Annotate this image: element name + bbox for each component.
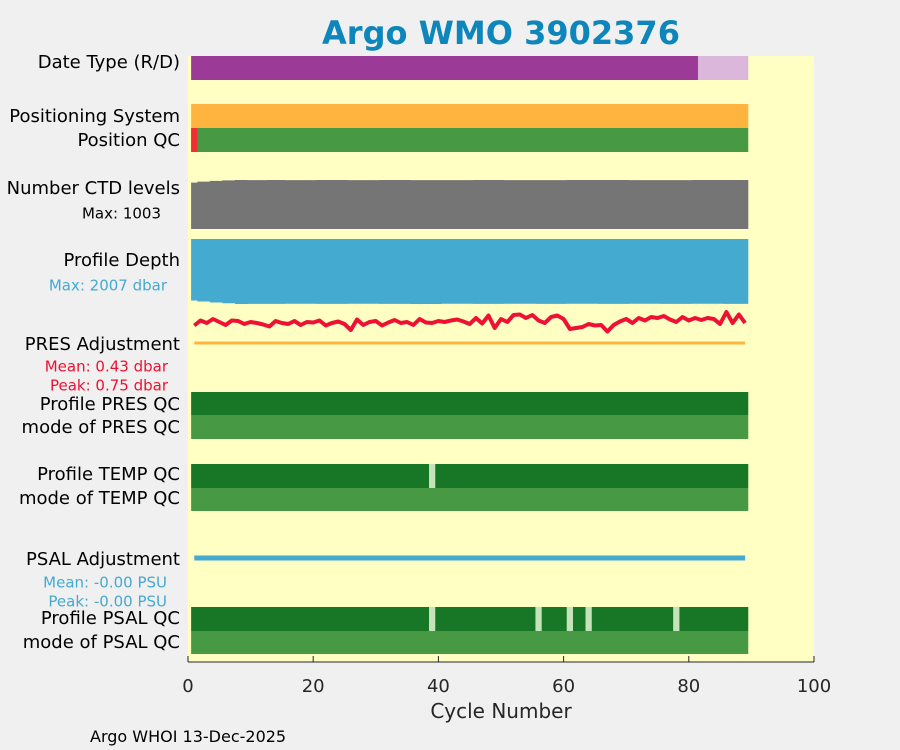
x-tick-label-80: 80 bbox=[677, 676, 700, 697]
row-label-profile-pres-qc: Profile PRES QC bbox=[40, 394, 180, 415]
x-tick-label-0: 0 bbox=[182, 676, 193, 697]
x-tick-label-60: 60 bbox=[552, 676, 575, 697]
mode-pres-qc-bar bbox=[191, 415, 749, 439]
row-label-mode-of-pres-qc: mode of PRES QC bbox=[22, 417, 180, 438]
mode-temp-qc-bar bbox=[191, 488, 749, 511]
date-type-realtime-bar bbox=[698, 56, 749, 80]
x-tick-label-40: 40 bbox=[427, 676, 450, 697]
row-label-number-ctd-levels: Number CTD levels bbox=[7, 178, 180, 199]
profile-psal-qc-bar-flag-cycle-78 bbox=[673, 607, 680, 631]
x-axis: 0 20 40 60 80 100 bbox=[182, 656, 831, 697]
position-qc-bar-flag-cycle-1 bbox=[191, 128, 198, 152]
position-qc-bar bbox=[191, 128, 749, 152]
row-label-profile-depth: Profile Depth bbox=[63, 250, 180, 271]
x-axis-label: Cycle Number bbox=[430, 699, 572, 723]
profile-psal-qc-bar bbox=[191, 607, 749, 631]
profile-psal-qc-bar-flag-cycle-56 bbox=[535, 607, 542, 631]
chart-title: Argo WMO 3902376 bbox=[322, 14, 680, 52]
bars-layer bbox=[191, 56, 749, 654]
plot-background bbox=[188, 56, 814, 662]
pres-adjustment-peak-note: Peak: 0.75 dbar bbox=[50, 377, 169, 395]
profile-psal-qc-bar-flag-cycle-61 bbox=[566, 607, 573, 631]
row-labels: Date Type (R/D) Positioning System Positio… bbox=[7, 52, 180, 653]
row-label-position-qc: Position QC bbox=[77, 130, 180, 151]
pres-adjustment-mean-note: Mean: 0.43 dbar bbox=[45, 358, 169, 376]
row-label-mode-of-temp-qc: mode of TEMP QC bbox=[19, 488, 180, 509]
date-type-delayed-bar bbox=[191, 56, 699, 80]
profile-depth-max-note: Max: 2007 dbar bbox=[49, 277, 168, 295]
pres-adjustment-series bbox=[193, 310, 747, 334]
footer-credit: Argo WHOI 13-Dec-2025 bbox=[90, 727, 286, 746]
x-tick-label-100: 100 bbox=[797, 676, 831, 697]
mode-psal-qc-bar bbox=[191, 631, 749, 654]
profile-depth-area bbox=[191, 239, 749, 304]
row-label-pres-adjustment: PRES Adjustment bbox=[25, 334, 180, 355]
row-label-mode-of-psal-qc: mode of PSAL QC bbox=[23, 632, 180, 653]
ctd-levels-max-note: Max: 1003 bbox=[82, 205, 161, 223]
profile-psal-qc-bar-flag-cycle-64 bbox=[585, 607, 592, 631]
row-label-date-type-r-d: Date Type (R/D) bbox=[38, 52, 180, 73]
row-label-psal-adjustment: PSAL Adjustment bbox=[26, 549, 180, 570]
row-label-positioning-system: Positioning System bbox=[9, 106, 180, 127]
ctd-levels-area bbox=[191, 180, 749, 229]
profile-pres-qc-bar bbox=[191, 392, 749, 415]
lines-layer bbox=[193, 310, 747, 561]
positioning-system-bar bbox=[191, 104, 749, 128]
profile-temp-qc-bar-flag-cycle-39 bbox=[429, 464, 436, 488]
profile-psal-qc-bar-flag-cycle-39 bbox=[429, 607, 436, 631]
profile-temp-qc-bar bbox=[191, 464, 749, 488]
row-label-profile-temp-qc: Profile TEMP QC bbox=[37, 464, 180, 485]
x-tick-label-20: 20 bbox=[302, 676, 325, 697]
psal-adjustment-mean-note: Mean: -0.00 PSU bbox=[43, 574, 167, 592]
row-label-profile-psal-qc: Profile PSAL QC bbox=[41, 608, 180, 629]
psal-adjustment-peak-note: Peak: -0.00 PSU bbox=[48, 593, 167, 611]
